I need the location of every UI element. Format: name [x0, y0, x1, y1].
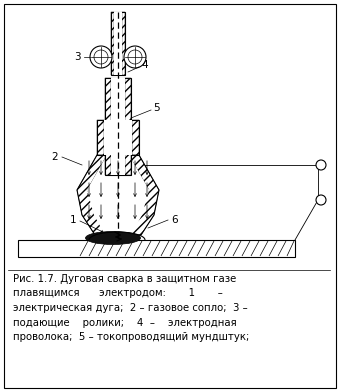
Circle shape — [90, 46, 112, 68]
Bar — [122, 12, 125, 75]
Text: подающие    ролики;    4  –    электродная: подающие ролики; 4 – электродная — [13, 318, 237, 327]
Bar — [114, 12, 122, 75]
Text: проволока;  5 – токопроводящий мундштук;: проволока; 5 – токопроводящий мундштук; — [13, 332, 249, 342]
Text: 5: 5 — [154, 103, 160, 113]
Bar — [97, 120, 139, 155]
Bar — [111, 12, 125, 75]
Circle shape — [124, 46, 146, 68]
Text: Рис. 1.7. Дуговая сварка в защитном газе: Рис. 1.7. Дуговая сварка в защитном газе — [13, 274, 236, 284]
Polygon shape — [77, 155, 159, 235]
Circle shape — [316, 195, 326, 205]
Ellipse shape — [85, 232, 140, 245]
Bar — [111, 78, 125, 175]
Bar — [18, 240, 295, 257]
Text: 2: 2 — [52, 152, 58, 162]
Bar — [104, 120, 132, 155]
Circle shape — [128, 50, 142, 64]
Bar — [125, 78, 131, 175]
Bar — [111, 12, 114, 75]
Bar — [132, 120, 139, 155]
Text: плавящимся      электродом:       1       –: плавящимся электродом: 1 – — [13, 289, 223, 298]
Bar — [104, 120, 132, 155]
Text: 1: 1 — [70, 215, 76, 225]
Bar — [105, 78, 131, 175]
Bar — [105, 78, 111, 175]
Polygon shape — [87, 155, 149, 235]
Bar — [97, 120, 104, 155]
Text: электрическая дуга;  2 – газовое сопло;  3 –: электрическая дуга; 2 – газовое сопло; 3… — [13, 303, 248, 313]
Circle shape — [316, 160, 326, 170]
Circle shape — [94, 50, 108, 64]
Text: 6: 6 — [172, 215, 178, 225]
Text: 4: 4 — [142, 60, 148, 70]
Text: 3: 3 — [74, 52, 80, 62]
